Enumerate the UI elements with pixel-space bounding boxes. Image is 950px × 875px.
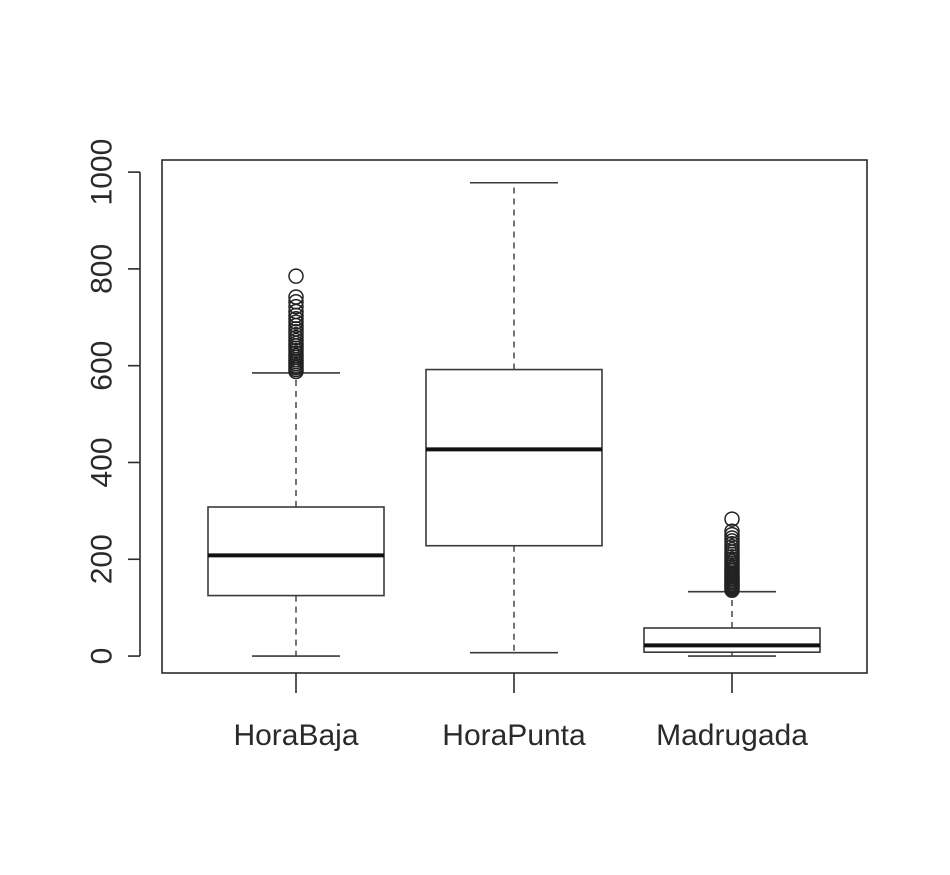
x-tick-label: HoraBaja [233, 719, 358, 752]
outlier-point [724, 526, 740, 543]
y-tick-label: 200 [86, 534, 119, 584]
iqr-box [425, 368, 603, 547]
x-tick-label: Madrugada [656, 719, 808, 752]
box-horabaja [207, 268, 385, 657]
box-horapunta [425, 181, 603, 654]
y-tick-label: 800 [86, 244, 119, 294]
y-axis: 0 200 400 600 800 1000 [86, 139, 141, 665]
outlier-point [288, 298, 304, 315]
x-axis: HoraBaja HoraPunta Madrugada [233, 673, 808, 752]
outlier-point [288, 294, 304, 310]
outlier-point [724, 530, 740, 546]
y-tick-label: 0 [86, 648, 119, 665]
iqr-box [643, 627, 821, 653]
box-series [207, 181, 821, 657]
box-madrugada [643, 511, 821, 657]
outlier-point [288, 314, 304, 330]
outlier-point [288, 310, 304, 327]
iqr-box [207, 506, 385, 597]
outlier-point [724, 511, 740, 527]
x-tick-label: HoraPunta [442, 719, 586, 752]
outlier-point [288, 268, 304, 284]
y-tick-label: 600 [86, 341, 119, 391]
outlier-point [724, 523, 740, 539]
y-tick-label: 1000 [86, 139, 119, 206]
outlier-point [288, 289, 304, 305]
y-tick-label: 400 [86, 437, 119, 487]
